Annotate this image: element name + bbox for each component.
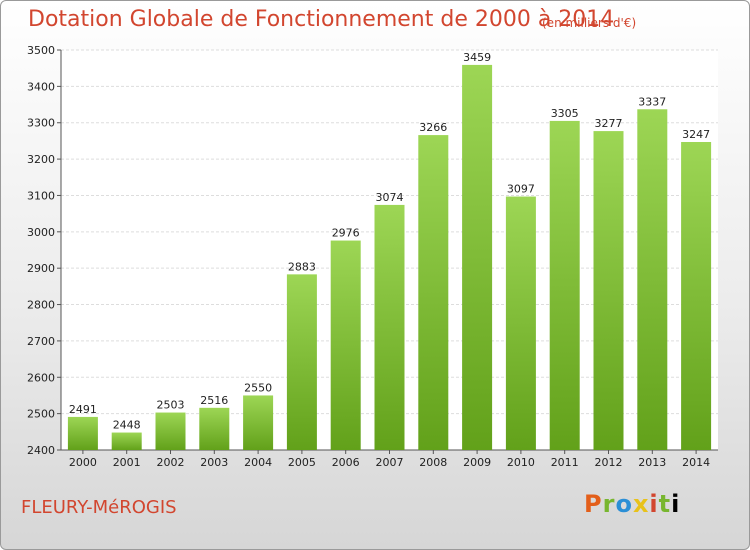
x-tick-label: 2014 <box>682 456 710 469</box>
x-tick-label: 2000 <box>69 456 97 469</box>
bar <box>637 109 668 450</box>
bar <box>67 416 98 450</box>
y-tick-label: 3100 <box>27 189 55 202</box>
bar <box>462 64 493 450</box>
bar <box>681 142 712 450</box>
bar <box>330 240 361 450</box>
bar <box>286 274 317 450</box>
bar <box>199 407 230 450</box>
bar-value-label: 3247 <box>682 128 710 141</box>
bar <box>418 135 449 450</box>
bar-value-label: 2516 <box>200 394 228 407</box>
bar <box>111 432 142 450</box>
bar-value-label: 3337 <box>638 95 666 108</box>
x-tick-label: 2008 <box>419 456 447 469</box>
logo-letter: i <box>649 490 659 518</box>
bar <box>243 395 274 450</box>
x-tick-label: 2005 <box>288 456 316 469</box>
y-tick-label: 3000 <box>27 226 55 239</box>
bar-value-label: 2976 <box>332 227 360 240</box>
bar-value-label: 3277 <box>595 117 623 130</box>
x-tick-label: 2007 <box>376 456 404 469</box>
x-tick-label: 2006 <box>332 456 360 469</box>
chart-subtitle: (en milliers d'€) <box>542 16 637 30</box>
logo-letter: r <box>602 490 616 518</box>
bar <box>505 196 536 450</box>
logo-letter: x <box>632 490 650 518</box>
bar <box>374 204 405 450</box>
bar-value-label: 3097 <box>507 183 535 196</box>
x-tick-label: 2002 <box>157 456 185 469</box>
x-tick-label: 2011 <box>551 456 579 469</box>
bar-value-label: 3459 <box>463 51 491 64</box>
logo-letter: P <box>584 490 603 518</box>
y-tick-label: 3300 <box>27 117 55 130</box>
y-tick-label: 3400 <box>27 80 55 93</box>
bar-value-label: 3266 <box>419 121 447 134</box>
y-tick-label: 2700 <box>27 335 55 348</box>
x-tick-label: 2010 <box>507 456 535 469</box>
bar-value-label: 3305 <box>551 107 579 120</box>
bar <box>549 120 580 450</box>
bar <box>155 412 186 450</box>
y-tick-label: 2400 <box>27 444 55 457</box>
x-tick-label: 2009 <box>463 456 491 469</box>
x-tick-label: 2013 <box>638 456 666 469</box>
x-tick-label: 2012 <box>595 456 623 469</box>
y-tick-label: 3500 <box>27 44 55 57</box>
bar-value-label: 2491 <box>69 403 97 416</box>
logo-letter: i <box>671 490 681 518</box>
y-tick-label: 3200 <box>27 153 55 166</box>
logo-letter: o <box>615 490 633 518</box>
bar <box>593 131 624 450</box>
y-tick-label: 2500 <box>27 408 55 421</box>
chart-title: Dotation Globale de Fonctionnement de 20… <box>28 7 615 32</box>
proxiti-logo: Proxiti <box>584 490 680 518</box>
y-tick-label: 2800 <box>27 299 55 312</box>
bar-value-label: 2550 <box>244 381 272 394</box>
bar-value-label: 2883 <box>288 260 316 273</box>
y-tick-label: 2900 <box>27 262 55 275</box>
bar-value-label: 2503 <box>157 399 185 412</box>
bar-value-label: 3074 <box>376 191 404 204</box>
commune-name: FLEURY-MéROGIS <box>21 497 177 518</box>
x-tick-label: 2003 <box>200 456 228 469</box>
bar-value-label: 2448 <box>113 419 141 432</box>
y-tick-label: 2600 <box>27 371 55 384</box>
x-tick-label: 2001 <box>113 456 141 469</box>
x-tick-label: 2004 <box>244 456 272 469</box>
logo-letter: t <box>658 490 672 518</box>
